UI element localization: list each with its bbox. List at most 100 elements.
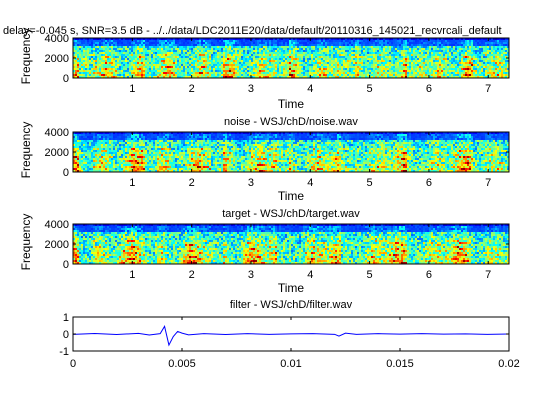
spectrogram-cell [167, 38, 170, 41]
spectrogram-cell [339, 72, 342, 75]
spectrogram-cell [285, 62, 288, 65]
spectrogram-cell [441, 72, 444, 75]
spectrogram-cell [83, 144, 86, 147]
spectrogram-cell [451, 38, 454, 41]
spectrogram-cell [211, 64, 214, 67]
spectrogram-cell [323, 50, 326, 53]
spectrogram-cell [433, 74, 436, 77]
spectrogram-cell [75, 54, 78, 57]
spectrogram-cell [419, 42, 422, 45]
spectrogram-cell [355, 54, 358, 57]
spectrogram-cell [193, 44, 196, 47]
spectrogram-cell [267, 46, 270, 49]
spectrogram-cell [191, 74, 194, 77]
spectrogram-cell [167, 56, 170, 59]
spectrogram-cell [379, 72, 382, 75]
spectrogram-cell [259, 54, 262, 57]
spectrogram-cell [195, 60, 198, 63]
spectrogram-cell [469, 42, 472, 45]
spectrogram-cell [75, 44, 78, 47]
spectrogram-cell [381, 48, 384, 51]
spectrogram-cell [255, 42, 258, 45]
spectrogram-cell [483, 76, 486, 78]
spectrogram-cell [233, 40, 236, 43]
spectrogram-cell [131, 64, 134, 67]
spectrogram-cell [321, 40, 324, 43]
spectrogram-cell [223, 70, 226, 73]
spectrogram-cell [147, 70, 150, 73]
spectrogram-cell [243, 60, 246, 63]
spectrogram-cell [205, 70, 208, 73]
spectrogram-cell [257, 44, 260, 47]
spectrogram-cell [267, 40, 270, 43]
spectrogram-cell [465, 54, 468, 57]
spectrogram-cell [481, 52, 484, 55]
spectrogram-cell [101, 70, 104, 73]
spectrogram-cell [217, 68, 220, 71]
spectrogram-cell [247, 68, 250, 71]
spectrogram-cell [353, 76, 356, 78]
spectrogram-cell [101, 156, 104, 159]
spectrogram-cell [203, 72, 206, 75]
spectrogram-cell [327, 74, 330, 77]
spectrogram-cell [483, 44, 486, 47]
spectrogram-cell [317, 40, 320, 43]
spectrogram-cell [479, 42, 482, 45]
spectrogram-cell [129, 170, 132, 172]
spectrogram-cell [357, 42, 360, 45]
spectrogram-cell [469, 52, 472, 55]
spectrogram-cell [217, 44, 220, 47]
spectrogram-cell [97, 54, 100, 57]
spectrogram-cell [83, 68, 86, 71]
spectrogram-cell [287, 48, 290, 51]
spectrogram-cell [357, 70, 360, 73]
x-tick-label: 4 [307, 83, 313, 95]
spectrogram-cell [505, 68, 508, 71]
spectrogram-cell [387, 52, 390, 55]
spectrogram-cell [117, 156, 120, 159]
spectrogram-cell [393, 50, 396, 53]
spectrogram-cell [165, 58, 168, 61]
spectrogram-cell [431, 74, 434, 77]
spectrogram-cell [131, 140, 134, 143]
spectrogram-cell [195, 56, 198, 59]
spectrogram-cell [327, 50, 330, 53]
spectrogram-cell [315, 58, 318, 61]
spectrogram-cell [503, 48, 506, 51]
spectrogram-cell [73, 136, 76, 139]
spectrogram-cell [341, 48, 344, 51]
spectrogram-cell [253, 46, 256, 49]
spectrogram-cell [411, 48, 414, 51]
spectrogram-cell [381, 64, 384, 67]
spectrogram-cell [127, 68, 130, 71]
subplot-1: delay=-0.045 s, SNR=3.5 dB - ../../data/… [3, 25, 510, 111]
spectrogram-cell [87, 166, 90, 169]
spectrogram-cell [385, 70, 388, 73]
spectrogram-cell [231, 44, 234, 47]
spectrogram-cell [237, 46, 240, 49]
spectrogram-cell [307, 56, 310, 59]
spectrogram-cell [391, 70, 394, 73]
spectrogram-cell [307, 58, 310, 61]
spectrogram-cell [133, 70, 136, 73]
spectrogram-cell [131, 68, 134, 71]
spectrogram-cell [341, 42, 344, 45]
spectrogram-cell [89, 54, 92, 57]
spectrogram-cell [155, 74, 158, 77]
spectrogram-cell [327, 52, 330, 55]
spectrogram-cell [155, 38, 158, 41]
spectrogram-cell [195, 52, 198, 55]
spectrogram-cell [301, 38, 304, 41]
spectrogram-cell [241, 60, 244, 63]
spectrogram-cell [461, 54, 464, 57]
spectrogram-cell [347, 70, 350, 73]
spectrogram-cell [251, 56, 254, 59]
spectrogram-cell [331, 46, 334, 49]
spectrogram-cell [445, 42, 448, 45]
spectrogram-cell [389, 44, 392, 47]
spectrogram-cell [113, 168, 116, 171]
spectrogram-cell [473, 68, 476, 71]
spectrogram-cell [367, 40, 370, 43]
spectrogram-cell [411, 40, 414, 43]
spectrogram-cell [341, 68, 344, 71]
